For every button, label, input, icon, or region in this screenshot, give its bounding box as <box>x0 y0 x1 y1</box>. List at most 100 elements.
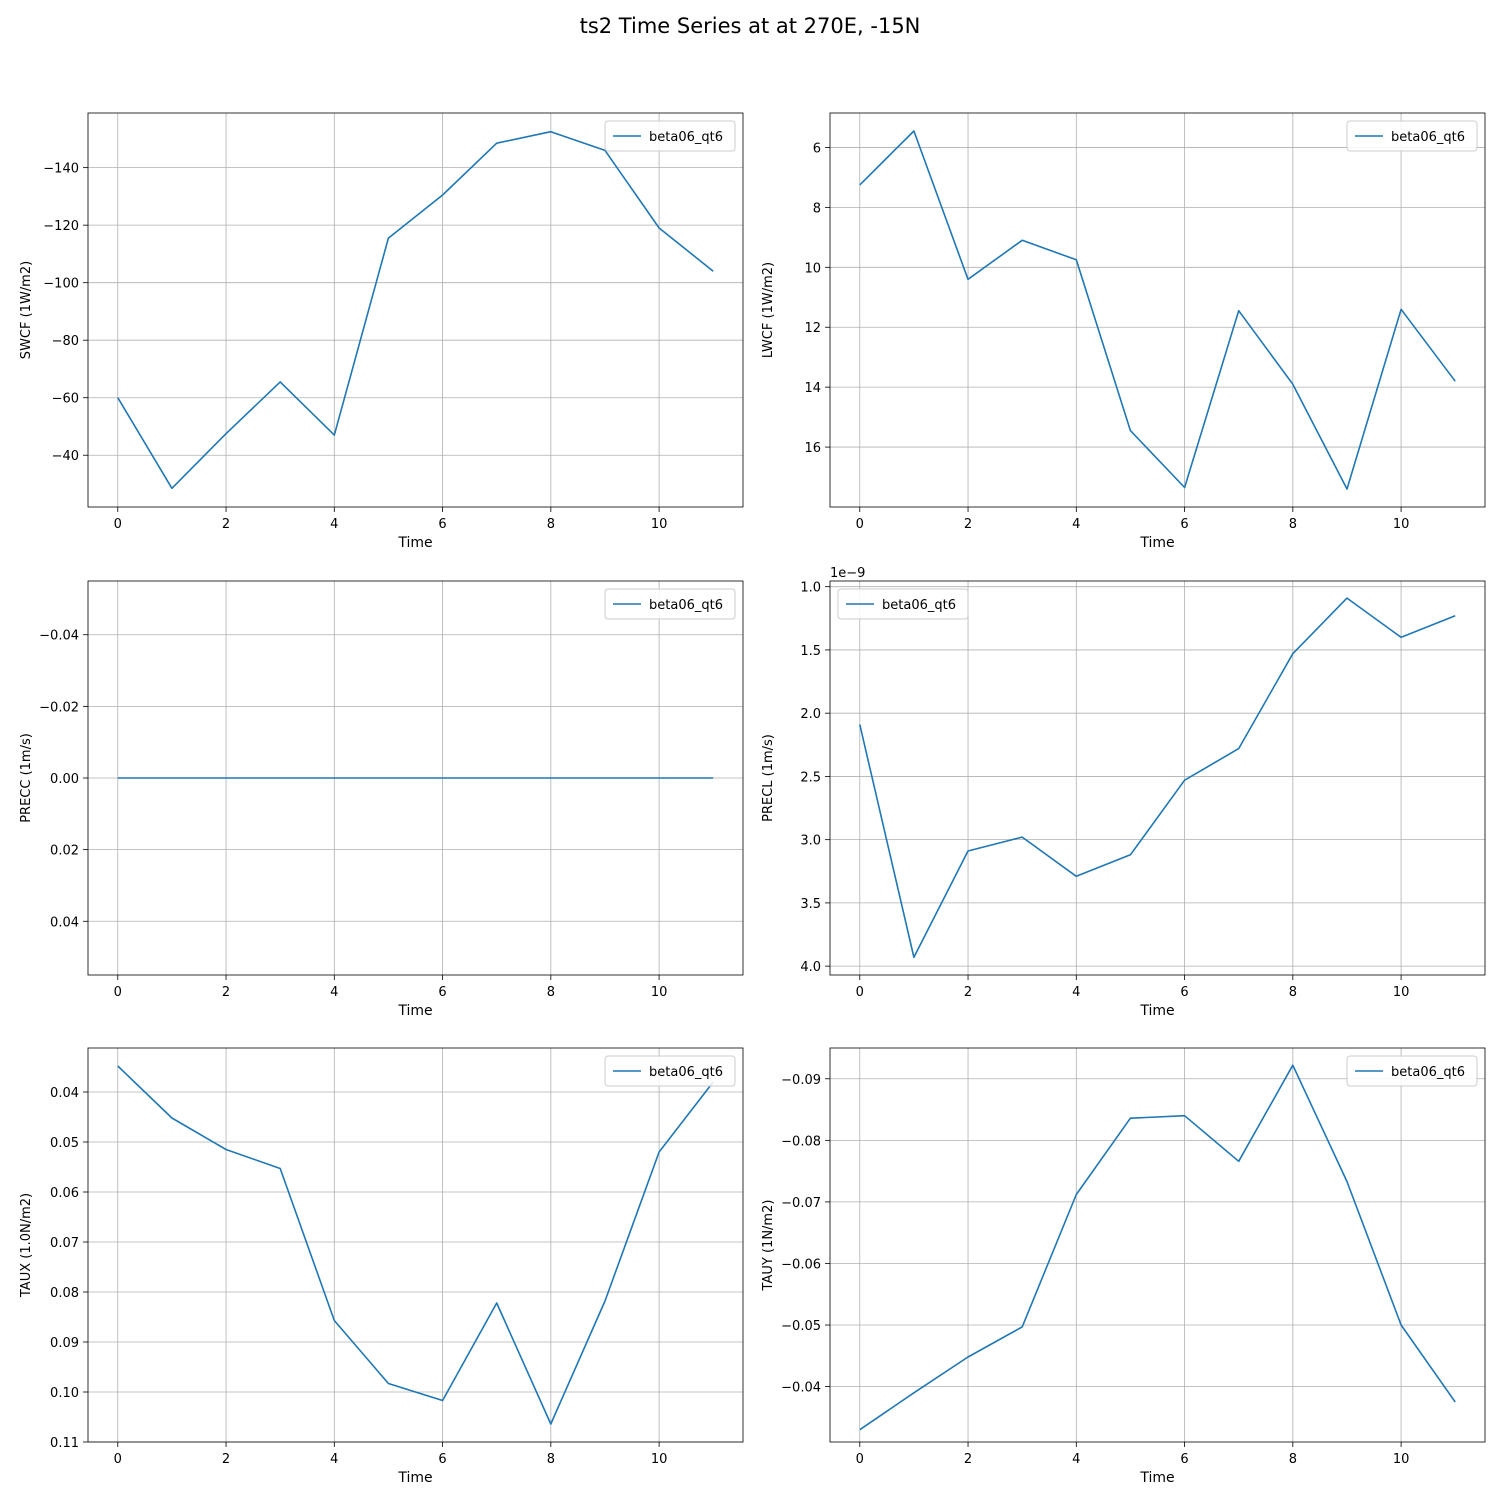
y-tick-label: −120 <box>43 219 79 234</box>
legend-label: beta06_qt6 <box>649 1065 723 1080</box>
x-tick-label: 0 <box>856 517 864 532</box>
x-tick-label: 2 <box>964 985 972 1000</box>
y-tick-label: −40 <box>52 449 79 464</box>
legend-box <box>1346 120 1478 152</box>
x-tick-label: 2 <box>964 517 972 532</box>
y-tick-label: 2.0 <box>800 707 821 722</box>
y-tick-label: 0.04 <box>50 1086 79 1101</box>
y-tick-label: −60 <box>52 392 79 407</box>
x-tick-label: 6 <box>438 1452 446 1467</box>
y-tick-label: 0.02 <box>50 844 79 859</box>
x-axis-label: Time <box>397 1470 432 1486</box>
x-tick-label: 2 <box>222 985 230 1000</box>
legend-box <box>837 588 969 620</box>
subplot-lwcf: 0 2 4 6 8 10 6 8 10 12 14 16 Time LWCF (1W/m2) beta06_… <box>761 112 1486 551</box>
y-tick-label: 0.06 <box>50 1186 79 1201</box>
y-tick-label: 6 <box>813 141 821 156</box>
y-tick-label: 0.11 <box>50 1436 79 1451</box>
x-tick-label: 2 <box>964 1452 972 1467</box>
y-axis-label: TAUX (1.0N/m2) <box>19 1193 34 1298</box>
y-tick-label: 1.5 <box>800 644 821 659</box>
y-tick-label: −0.02 <box>39 700 79 715</box>
x-tick-label: 6 <box>1180 1452 1188 1467</box>
x-tick-label: 8 <box>1289 1452 1297 1467</box>
y-tick-label: −0.08 <box>781 1134 821 1149</box>
axes-frame <box>87 580 744 976</box>
x-tick-label: 4 <box>1072 985 1080 1000</box>
subplot-tauy: 0 2 4 6 8 10 −0.09 −0.08 −0.07 −0.06 −0.05 −0.04 Tim… <box>761 1047 1486 1486</box>
legend-label: beta06_qt6 <box>649 598 723 613</box>
y-tick-label: 12 <box>804 321 821 336</box>
x-tick-label: 0 <box>856 1452 864 1467</box>
legend: beta06_qt6 <box>1346 120 1478 152</box>
x-tick-label: 10 <box>1393 517 1410 532</box>
y-tick-label: 1.0 <box>800 581 821 596</box>
x-tick-label: 2 <box>222 517 230 532</box>
series-line <box>117 130 714 490</box>
y-tick-label: −140 <box>43 162 79 177</box>
x-tick-label: 6 <box>1180 985 1188 1000</box>
subplot-precc: 0 2 4 6 8 10 −0.04 −0.02 0.00 0.02 0.04 Time PRECC (… <box>19 580 744 1019</box>
legend: beta06_qt6 <box>604 588 736 620</box>
y-axis-label: PRECL (1m/s) <box>761 734 776 822</box>
x-tick-label: 6 <box>1180 517 1188 532</box>
x-tick-label: 4 <box>330 985 338 1000</box>
legend: beta06_qt6 <box>604 1055 736 1087</box>
y-tick-label: 0.07 <box>50 1236 79 1251</box>
legend-box <box>1346 1055 1478 1087</box>
axes-frame <box>87 112 744 508</box>
legend: beta06_qt6 <box>1346 1055 1478 1087</box>
y-tick-label: 0.05 <box>50 1136 79 1151</box>
series-line <box>117 1065 714 1425</box>
y-tick-label: −80 <box>52 334 79 349</box>
series-line <box>859 597 1456 959</box>
legend: beta06_qt6 <box>604 120 736 152</box>
y-tick-label: 4.0 <box>800 960 821 975</box>
axes-frame <box>829 1047 1486 1443</box>
x-tick-label: 6 <box>438 517 446 532</box>
x-tick-label: 0 <box>856 985 864 1000</box>
x-tick-label: 4 <box>1072 517 1080 532</box>
legend-label: beta06_qt6 <box>1391 130 1465 145</box>
x-axis-label: Time <box>1139 535 1174 551</box>
x-tick-label: 8 <box>547 1452 555 1467</box>
y-tick-label: −0.04 <box>39 629 79 644</box>
x-tick-label: 10 <box>651 985 668 1000</box>
x-axis-label: Time <box>1139 1003 1174 1019</box>
x-tick-label: 8 <box>1289 517 1297 532</box>
x-tick-label: 4 <box>330 1452 338 1467</box>
x-tick-label: 8 <box>547 985 555 1000</box>
axes-frame <box>87 1047 744 1443</box>
y-tick-label: 8 <box>813 201 821 216</box>
x-axis-label: Time <box>397 535 432 551</box>
x-tick-label: 10 <box>1393 1452 1410 1467</box>
x-tick-label: 2 <box>222 1452 230 1467</box>
y-tick-label: −0.05 <box>781 1319 821 1334</box>
axes-frame <box>829 112 1486 508</box>
x-tick-label: 4 <box>1072 1452 1080 1467</box>
y-tick-label: 0.04 <box>50 915 79 930</box>
y-tick-label: 2.5 <box>800 770 821 785</box>
y-tick-label: −0.06 <box>781 1257 821 1272</box>
figure-title: ts2 Time Series at at 270E, -15N <box>579 14 921 38</box>
x-tick-label: 10 <box>651 1452 668 1467</box>
y-axis-label: SWCF (1W/m2) <box>19 261 34 359</box>
y-tick-label: −0.04 <box>781 1381 821 1396</box>
legend-box <box>604 1055 736 1087</box>
legend-label: beta06_qt6 <box>649 130 723 145</box>
series-line <box>859 1064 1456 1431</box>
subplot-taux: 0 2 4 6 8 10 0.04 0.05 0.06 0.07 0.08 0.09 0.10 0.11 T… <box>19 1047 744 1486</box>
subplot-swcf: 0 2 4 6 8 10 −140 −120 −100 −80 −60 −40 Time SWCF (1W… <box>19 112 744 551</box>
axes-frame <box>829 580 1486 976</box>
x-tick-label: 10 <box>651 517 668 532</box>
y-tick-label: 14 <box>804 381 821 396</box>
legend-label: beta06_qt6 <box>882 598 956 613</box>
y-tick-label: 3.5 <box>800 897 821 912</box>
y-tick-label: −100 <box>43 277 79 292</box>
x-tick-label: 4 <box>330 517 338 532</box>
legend-box <box>604 120 736 152</box>
x-axis-label: Time <box>1139 1470 1174 1486</box>
y-tick-label: 0.10 <box>50 1386 79 1401</box>
y-axis-label: TAUY (1N/m2) <box>761 1200 776 1292</box>
x-tick-label: 0 <box>114 985 122 1000</box>
